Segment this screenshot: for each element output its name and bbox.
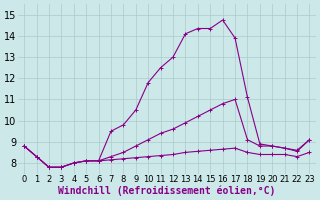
X-axis label: Windchill (Refroidissement éolien,°C): Windchill (Refroidissement éolien,°C) xyxy=(58,185,276,196)
